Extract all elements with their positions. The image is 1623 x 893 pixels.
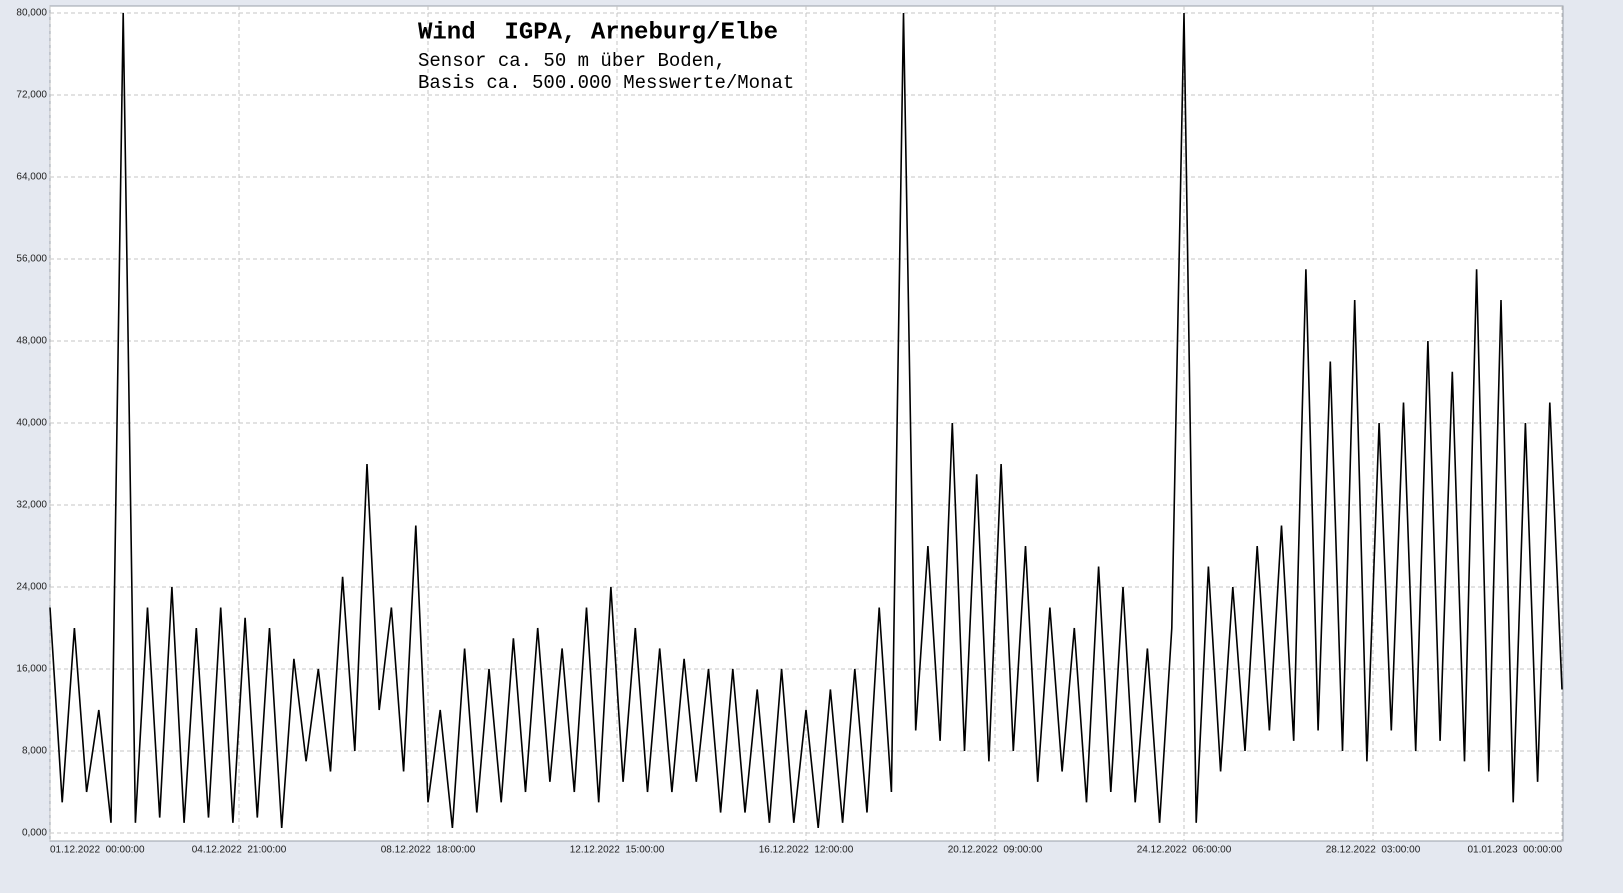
- data-line: [49, 12, 1563, 828]
- chart-subtitle: Basis ca. 500.000 Messwerte/Monat: [418, 72, 794, 94]
- x-tick-label: 08.12.2022 18:00:00: [381, 845, 476, 856]
- y-tick-label: 32,000: [16, 500, 47, 511]
- y-tick-label: 24,000: [16, 582, 47, 593]
- y-tick-label: 40,000: [16, 418, 47, 429]
- x-tick-label: 04.12.2022 21:00:00: [192, 845, 287, 856]
- x-tick-label: 01.12.2022 00:00:00: [50, 845, 145, 856]
- y-tick-label: 0,000: [22, 828, 47, 839]
- y-tick-label: 56,000: [16, 254, 47, 265]
- y-tick-label: 80,000: [16, 8, 47, 19]
- y-tick-label: 64,000: [16, 172, 47, 183]
- y-tick-label: 72,000: [16, 90, 47, 101]
- y-tick-label: 16,000: [16, 664, 47, 675]
- x-tick-label: 01.01.2023 00:00:00: [1467, 845, 1562, 856]
- y-tick-label: 48,000: [16, 336, 47, 347]
- chart-title: Wind IGPA, Arneburg/Elbe: [418, 19, 778, 46]
- x-tick-label: 20.12.2022 09:00:00: [948, 845, 1043, 856]
- y-tick-label: 8,000: [22, 746, 47, 757]
- chart-subtitle: Sensor ca. 50 m über Boden,: [418, 50, 726, 72]
- x-tick-label: 24.12.2022 06:00:00: [1137, 845, 1232, 856]
- x-tick-label: 12.12.2022 15:00:00: [570, 845, 665, 856]
- x-tick-label: 16.12.2022 12:00:00: [759, 845, 854, 856]
- x-tick-label: 28.12.2022 03:00:00: [1326, 845, 1421, 856]
